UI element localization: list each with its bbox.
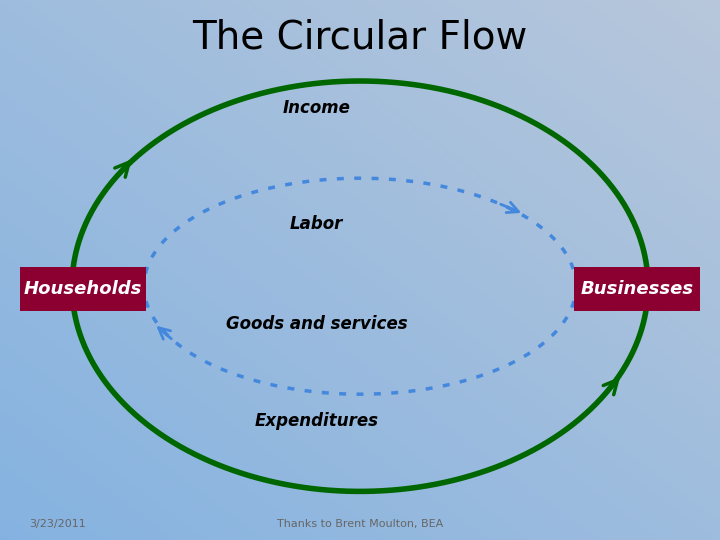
Text: Goods and services: Goods and services	[226, 315, 408, 333]
Text: Thanks to Brent Moulton, BEA: Thanks to Brent Moulton, BEA	[277, 519, 443, 529]
Text: 3/23/2011: 3/23/2011	[29, 519, 86, 529]
Text: The Circular Flow: The Circular Flow	[192, 19, 528, 57]
Text: Labor: Labor	[290, 215, 343, 233]
Text: Expenditures: Expenditures	[255, 412, 379, 430]
Text: Households: Households	[24, 280, 142, 298]
FancyBboxPatch shape	[575, 267, 700, 311]
FancyBboxPatch shape	[20, 267, 145, 311]
Text: Income: Income	[283, 99, 351, 117]
Text: Businesses: Businesses	[580, 280, 694, 298]
